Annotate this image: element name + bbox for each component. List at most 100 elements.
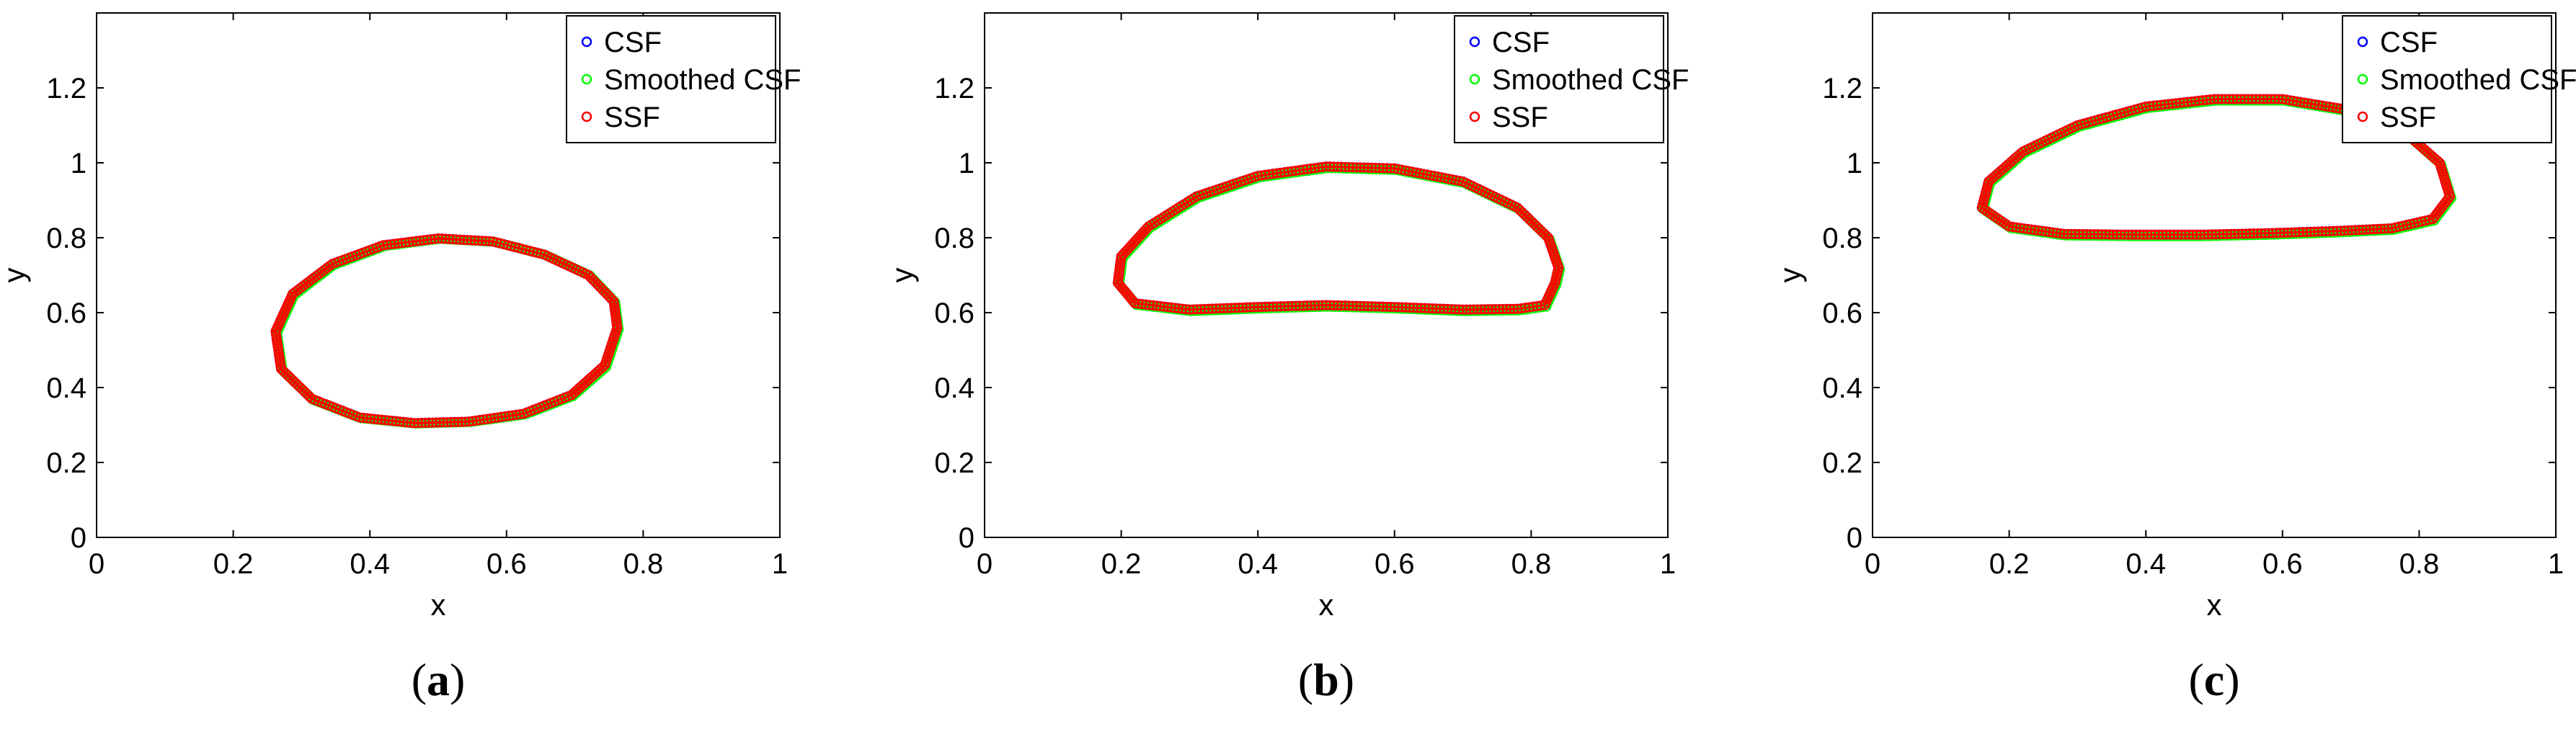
data-point [2233, 228, 2244, 239]
data-point [1509, 303, 1519, 314]
y-tick-label: 0.2 [934, 447, 974, 479]
data-point [471, 415, 481, 426]
data-point [1264, 169, 1274, 179]
data-point [2097, 229, 2108, 240]
data-point [2040, 226, 2051, 237]
data-point [507, 410, 518, 421]
data-point [2112, 229, 2123, 240]
data-point [1140, 299, 1151, 310]
data-point [1359, 301, 1369, 311]
data-point [2339, 225, 2350, 236]
data-point [2131, 229, 2141, 240]
y-tick-label: 0.4 [934, 372, 974, 404]
data-point [2205, 94, 2216, 105]
data-point [2191, 229, 2202, 240]
data-point [2350, 225, 2360, 236]
data-point [1137, 299, 1147, 310]
data-point [2262, 94, 2273, 104]
data-point [440, 233, 451, 244]
data-point [1446, 304, 1457, 315]
data-point [400, 237, 411, 248]
data-point [1412, 303, 1423, 313]
data-point [1166, 302, 1177, 313]
data-point [2164, 229, 2175, 240]
data-point [2243, 94, 2254, 104]
data-point [2082, 229, 2092, 240]
data-point [1332, 161, 1343, 172]
data-point [1310, 300, 1320, 310]
legend-box [566, 15, 776, 143]
data-point [1343, 300, 1354, 311]
data-point [1450, 304, 1461, 315]
data-point [1403, 166, 1414, 176]
data-point [2190, 96, 2200, 107]
data-point [1414, 168, 1425, 179]
legend-entry-label: SSF [1492, 102, 1548, 133]
data-point [2018, 223, 2029, 234]
data-point [1419, 303, 1430, 313]
data-point [2278, 228, 2289, 238]
y-tick-label: 0.8 [46, 223, 86, 254]
x-tick-label: 0.8 [623, 548, 664, 580]
y-tick-label: 1.2 [934, 73, 974, 104]
data-point [1454, 176, 1465, 186]
data-point [2092, 229, 2103, 240]
data-point [2301, 227, 2312, 237]
data-point [2104, 229, 2115, 240]
x-tick-label: 0 [89, 548, 105, 580]
data-point [460, 416, 471, 427]
series-ssf [270, 233, 623, 429]
data-point [444, 233, 455, 244]
data-point [1351, 300, 1362, 311]
data-point [1429, 171, 1439, 182]
x-tick-label: 0.2 [1989, 548, 2030, 580]
data-point [1393, 302, 1404, 313]
data-point [2288, 96, 2299, 107]
data-point [425, 234, 436, 245]
data-point [2268, 228, 2278, 238]
data-point [437, 233, 448, 244]
data-point [1382, 301, 1393, 312]
data-point [2198, 95, 2208, 106]
x-axis-label: x [431, 588, 446, 622]
data-point [1321, 300, 1331, 310]
data-point [422, 234, 432, 245]
data-point [1550, 274, 1561, 285]
data-point [469, 235, 480, 246]
data-point [1214, 303, 1225, 314]
data-point [1359, 162, 1369, 173]
data-point [1465, 304, 1475, 315]
data-point [369, 413, 380, 424]
data-point [412, 418, 423, 429]
data-point [1271, 301, 1282, 312]
data-point [2313, 226, 2324, 237]
data-point [1283, 301, 1294, 311]
data-point [1378, 163, 1388, 174]
data-point [2211, 229, 2221, 240]
data-point [2298, 227, 2309, 238]
data-point [1505, 303, 1516, 314]
data-point [2305, 226, 2316, 237]
data-point [404, 237, 414, 247]
data-point [391, 416, 401, 426]
data-point [1443, 174, 1454, 184]
data-point [2317, 226, 2327, 237]
legend-marker [2357, 111, 2368, 122]
chart-panel-a: 0 0.2 0.4 0.6 0.8 1 0 0.2 0.4 0.6 0.8 1 1.2 x y CSF Smoo… [0, 12, 801, 705]
data-point [2141, 102, 2151, 112]
data-point [2180, 229, 2190, 240]
data-point [1347, 162, 1358, 173]
data-point [2108, 229, 2118, 240]
data-point [1347, 300, 1358, 311]
legend-marker [1469, 111, 1480, 122]
data-point [1313, 300, 1324, 310]
data-point [1305, 300, 1316, 311]
data-point [2167, 99, 2178, 109]
data-point [1336, 300, 1347, 311]
data-point [2394, 221, 2404, 232]
data-point [1313, 162, 1324, 173]
data-point [1310, 163, 1320, 174]
data-point [1181, 304, 1191, 315]
data-point [2188, 229, 2198, 240]
